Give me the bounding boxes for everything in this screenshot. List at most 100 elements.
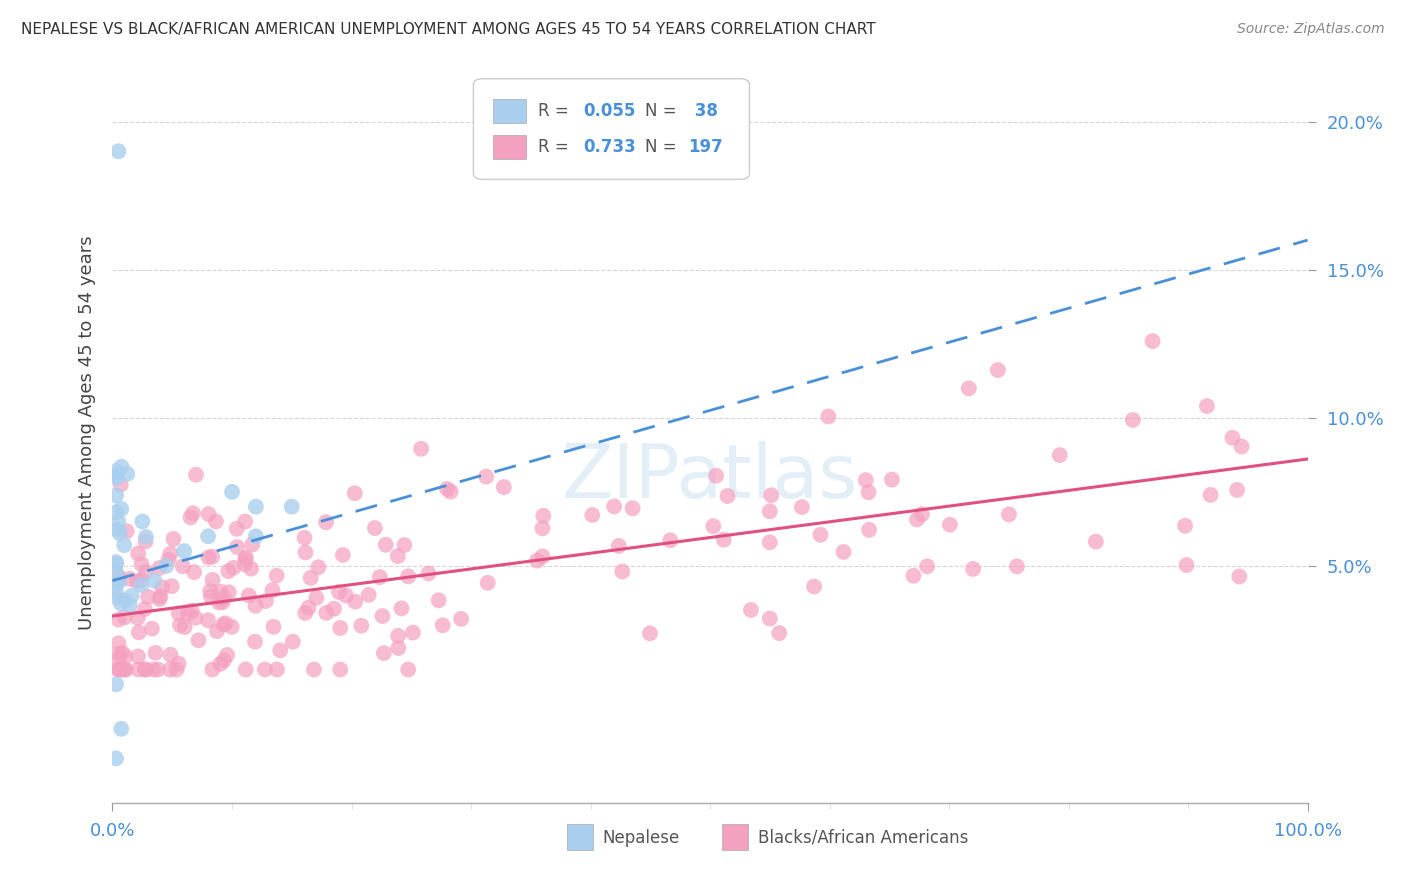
Point [238,589,260,603]
Point [790,500,813,514]
Point [659,533,682,548]
Point [146,663,169,677]
Point [281,634,304,648]
Text: Blacks/African Americans: Blacks/African Americans [758,829,969,847]
Point [531,508,554,523]
Point [1195,399,1218,413]
Point [294,545,316,559]
Point [759,504,782,518]
Point [110,502,132,516]
Point [391,601,413,615]
Point [245,529,267,543]
Point [107,613,129,627]
Point [211,595,233,609]
Text: 0.055: 0.055 [583,103,636,120]
Point [235,663,257,677]
Point [105,464,128,478]
Point [858,523,880,537]
Point [114,649,136,664]
Point [105,591,128,605]
Point [768,626,790,640]
Point [233,515,256,529]
Point [387,629,409,643]
Point [167,607,190,621]
Point [108,526,131,541]
Point [299,571,322,585]
Point [436,482,458,496]
FancyBboxPatch shape [492,99,526,123]
Point [142,663,165,677]
Point [221,620,243,634]
Point [759,611,782,625]
Point [167,657,190,671]
Point [118,598,141,612]
FancyBboxPatch shape [492,135,526,159]
Point [135,565,157,579]
Point [531,549,554,564]
Point [107,652,129,666]
Point [402,625,425,640]
Point [855,473,877,487]
Point [364,521,387,535]
Point [115,467,138,481]
Point [180,510,202,524]
Point [1226,483,1249,497]
Point [209,584,232,599]
Point [371,609,394,624]
Point [197,507,219,521]
Point [127,649,149,664]
Point [612,565,634,579]
Point [307,560,329,574]
Point [858,485,880,500]
Point [218,585,240,599]
Point [111,646,134,660]
Point [759,535,782,549]
Point [134,663,156,677]
Point [183,565,205,579]
Point [181,506,204,520]
Point [329,621,352,635]
Point [344,595,367,609]
Point [115,524,138,539]
Point [245,500,267,514]
Point [129,578,152,592]
Point [121,589,143,603]
Point [294,606,316,620]
Point [315,606,337,620]
Point [143,574,166,588]
Point [323,601,346,615]
Point [233,558,256,572]
Point [245,599,267,613]
Text: R =: R = [538,138,574,156]
Point [1049,448,1071,462]
Point [105,471,128,485]
Point [169,618,191,632]
Point [235,550,257,565]
Point [603,500,626,514]
Point [411,442,433,456]
Point [107,522,129,536]
Point [128,625,150,640]
Point [396,569,419,583]
Text: N =: N = [645,103,682,120]
FancyBboxPatch shape [567,824,593,850]
Point [105,555,128,569]
Point [212,617,235,632]
FancyBboxPatch shape [723,824,748,850]
Point [243,634,266,648]
Point [233,551,256,566]
Point [492,480,515,494]
Point [115,663,138,677]
Point [1199,488,1222,502]
Point [105,565,128,579]
Point [107,663,129,677]
Point [105,557,128,571]
Point [217,648,239,662]
Point [172,559,194,574]
Point [803,580,825,594]
Point [217,564,239,578]
Point [998,508,1021,522]
Point [294,531,316,545]
Point [225,522,247,536]
Point [136,590,159,604]
